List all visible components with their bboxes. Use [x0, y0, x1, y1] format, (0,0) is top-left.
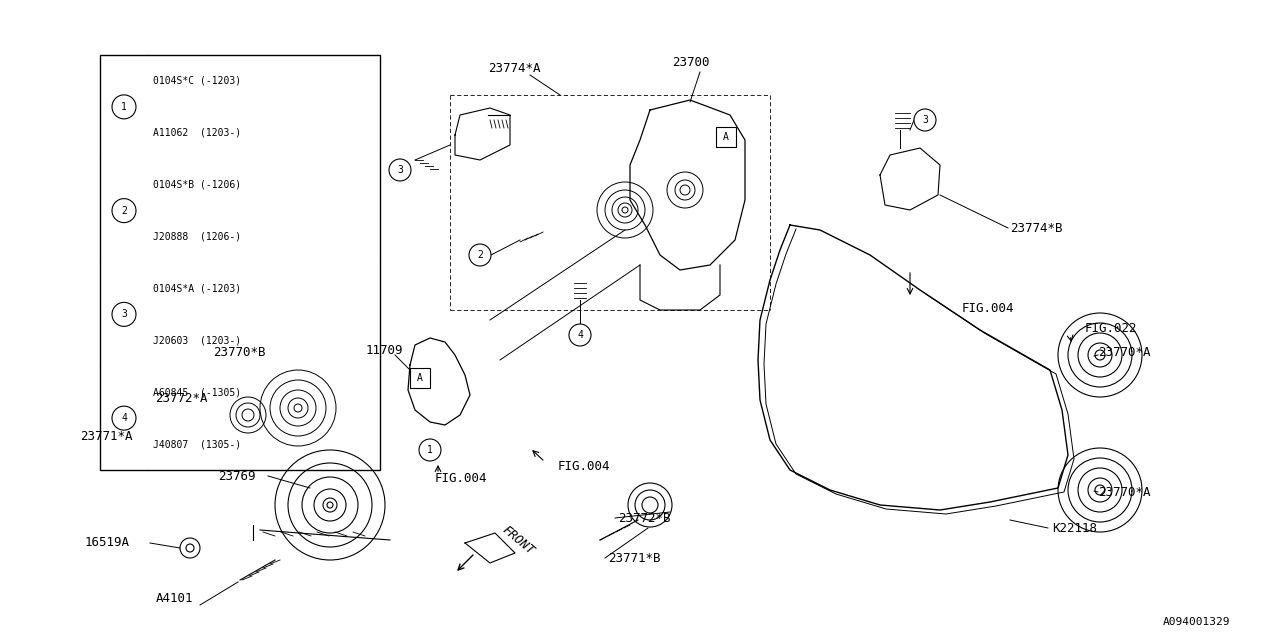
Text: 23771*A: 23771*A	[79, 429, 133, 442]
Bar	[716, 127, 736, 147]
Text: A4101: A4101	[156, 591, 193, 605]
Text: 0104S*C (-1203): 0104S*C (-1203)	[154, 76, 241, 86]
Circle shape	[914, 109, 936, 131]
Text: 23772*B: 23772*B	[618, 511, 671, 525]
Text: 16519A: 16519A	[84, 536, 131, 550]
Circle shape	[570, 324, 591, 346]
Bar	[100, 55, 380, 470]
Text: FIG.004: FIG.004	[435, 472, 488, 484]
Text: 23700: 23700	[672, 56, 709, 68]
Circle shape	[389, 159, 411, 181]
Text: 2: 2	[122, 205, 127, 216]
Text: 23769: 23769	[218, 470, 256, 483]
Circle shape	[113, 406, 136, 430]
Text: A60845  (-1305): A60845 (-1305)	[154, 387, 241, 397]
Text: 23772*A: 23772*A	[155, 392, 207, 404]
Circle shape	[113, 95, 136, 119]
Text: 1: 1	[428, 445, 433, 455]
Text: K22118: K22118	[1052, 522, 1097, 534]
Text: 23771*B: 23771*B	[608, 552, 660, 564]
Text: A: A	[723, 132, 728, 142]
Text: 23774*A: 23774*A	[488, 61, 540, 74]
Text: 23770*B: 23770*B	[212, 346, 265, 360]
Text: A094001329: A094001329	[1162, 617, 1230, 627]
Text: FRONT: FRONT	[500, 523, 538, 557]
Text: 1: 1	[122, 102, 127, 112]
Text: 3: 3	[922, 115, 928, 125]
Text: J40807  (1305-): J40807 (1305-)	[154, 439, 241, 449]
Text: J20603  (1203-): J20603 (1203-)	[154, 335, 241, 346]
Text: 11709: 11709	[366, 344, 403, 356]
Text: FIG.004: FIG.004	[963, 301, 1015, 314]
Text: 0104S*A (-1203): 0104S*A (-1203)	[154, 284, 241, 293]
Text: A11062  (1203-): A11062 (1203-)	[154, 128, 241, 138]
Text: 23770*A: 23770*A	[1098, 486, 1151, 499]
Circle shape	[113, 302, 136, 326]
Bar	[410, 368, 430, 388]
Text: FIG.022: FIG.022	[1085, 321, 1138, 335]
Text: 3: 3	[122, 309, 127, 319]
Circle shape	[468, 244, 492, 266]
Text: 3: 3	[397, 165, 403, 175]
Text: 2: 2	[477, 250, 483, 260]
Text: A: A	[417, 373, 422, 383]
Text: J20888  (1206-): J20888 (1206-)	[154, 232, 241, 241]
Text: 23774*B: 23774*B	[1010, 221, 1062, 234]
Text: 0104S*B (-1206): 0104S*B (-1206)	[154, 180, 241, 189]
Circle shape	[419, 439, 442, 461]
Circle shape	[113, 198, 136, 223]
Text: 4: 4	[577, 330, 582, 340]
Text: 23770*A: 23770*A	[1098, 346, 1151, 360]
Text: FIG.004: FIG.004	[558, 460, 611, 472]
Text: 4: 4	[122, 413, 127, 423]
